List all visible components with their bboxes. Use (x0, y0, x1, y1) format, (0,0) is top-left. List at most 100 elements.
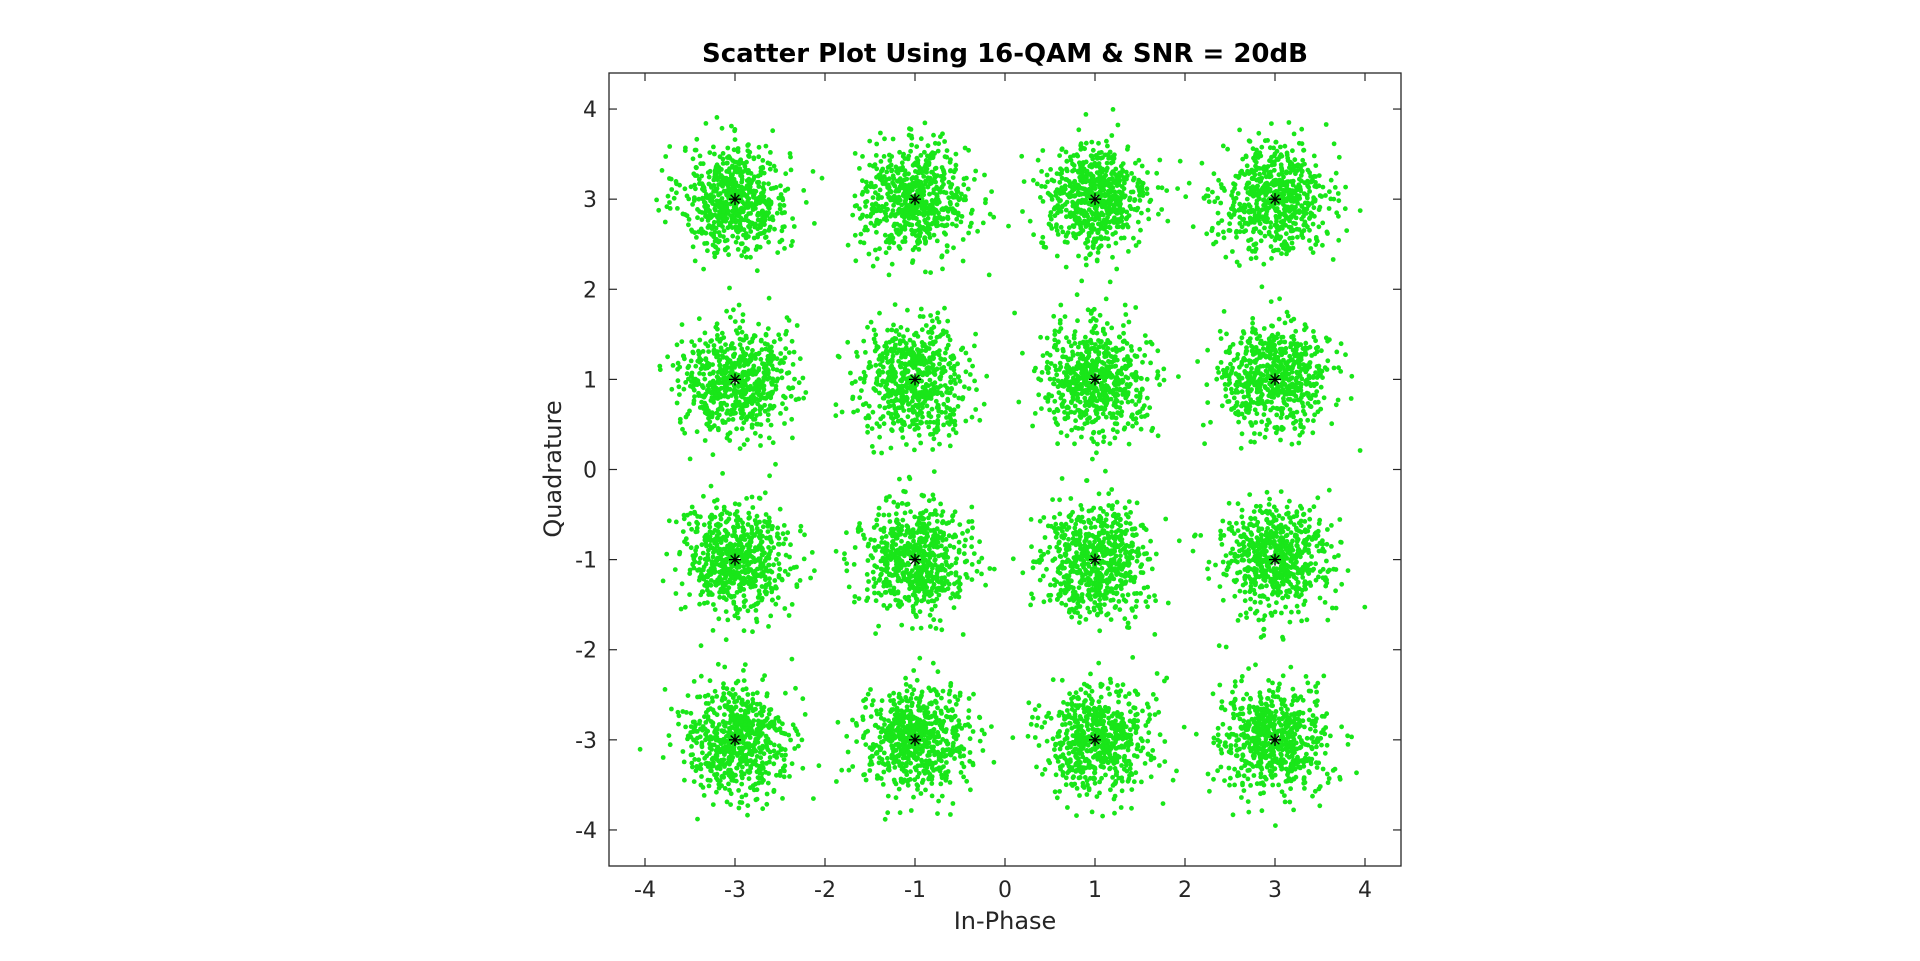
scatter-point (1075, 318, 1080, 324)
scatter-point (943, 190, 949, 196)
scatter-point (1264, 180, 1270, 186)
scatter-point (933, 385, 939, 390)
scatter-point (686, 217, 692, 222)
scatter-point (868, 319, 874, 325)
scatter-point (852, 232, 858, 238)
scatter-point (864, 199, 870, 204)
scatter-point (930, 318, 935, 324)
scatter-point (1039, 183, 1044, 189)
scatter-point (1220, 143, 1226, 149)
scatter-point (1060, 229, 1066, 235)
scatter-point (894, 230, 900, 235)
scatter-point (927, 191, 932, 197)
scatter-point (1199, 160, 1205, 166)
scatter-point (1103, 224, 1109, 230)
scatter-point (905, 327, 910, 333)
scatter-point (760, 185, 766, 191)
scatter-point (919, 187, 925, 193)
scatter-point (774, 356, 780, 362)
scatter-point (968, 210, 974, 216)
scatter-point (969, 414, 975, 420)
scatter-point (1269, 121, 1274, 126)
scatter-point (1114, 381, 1120, 387)
scatter-point (1114, 211, 1120, 216)
scatter-point (790, 435, 795, 441)
scatter-point (965, 186, 971, 192)
scatter-point (1098, 234, 1104, 240)
scatter-point (1335, 397, 1341, 403)
scatter-point (1044, 335, 1050, 341)
scatter-point (936, 199, 942, 205)
scatter-point (898, 209, 904, 215)
scatter-point (869, 426, 875, 431)
scatter-point (1107, 441, 1113, 446)
scatter-point (1091, 325, 1097, 331)
scatter-point (907, 189, 913, 195)
scatter-point (918, 306, 924, 312)
scatter-point (1290, 182, 1296, 188)
scatter-point (904, 185, 910, 191)
scatter-point (945, 216, 951, 222)
scatter-point (916, 219, 922, 225)
scatter-point (1321, 395, 1327, 401)
scatter-point (1333, 402, 1339, 408)
scatter-point (724, 402, 730, 408)
scatter-point (955, 361, 960, 367)
scatter-point (961, 182, 967, 188)
scatter-point (1069, 427, 1075, 433)
scatter-point (1113, 172, 1118, 178)
scatter-point (732, 187, 738, 193)
scatter-point (758, 231, 764, 236)
scatter-point (1078, 191, 1084, 197)
scatter-point (873, 362, 879, 368)
scatter-point (1280, 194, 1285, 200)
scatter-point (874, 229, 879, 235)
scatter-point (1314, 389, 1320, 394)
scatter-point (772, 226, 777, 232)
scatter-point (1115, 410, 1121, 415)
scatter-point (1272, 237, 1278, 243)
scatter-point (703, 212, 709, 218)
scatter-point (1159, 207, 1165, 212)
scatter-point (1241, 208, 1246, 214)
scatter-point (700, 363, 705, 368)
scatter-point (1090, 225, 1095, 231)
scatter-point (1108, 396, 1114, 402)
scatter-point (711, 177, 717, 183)
scatter-point (777, 206, 783, 212)
scatter-point (803, 390, 809, 395)
scatter-point (1042, 184, 1048, 190)
scatter-point (1264, 167, 1269, 173)
scatter-point (1101, 439, 1106, 445)
scatter-point (1125, 399, 1131, 405)
scatter-point (1110, 107, 1116, 112)
scatter-point (746, 142, 751, 148)
scatter-point (1066, 225, 1072, 231)
scatter-point (705, 207, 711, 212)
scatter-point (1104, 165, 1110, 171)
scatter-point (944, 329, 949, 335)
scatter-point (760, 158, 766, 163)
scatter-point (918, 419, 924, 425)
scatter-point (778, 183, 783, 189)
scatter-point (885, 191, 890, 197)
scatter-point (1304, 193, 1310, 199)
scatter-point (790, 239, 795, 244)
scatter-point (906, 153, 912, 159)
scatter-point (1117, 189, 1122, 195)
scatter-point (1047, 352, 1053, 358)
scatter-point (944, 389, 949, 395)
scatter-point (1072, 410, 1077, 415)
scatter-point (663, 154, 669, 159)
scatter-point (1089, 230, 1094, 235)
scatter-point (1253, 255, 1259, 261)
scatter-point (711, 219, 717, 225)
scatter-point (915, 347, 920, 352)
scatter-point (945, 396, 951, 402)
scatter-point (1299, 141, 1305, 147)
scatter-point (927, 377, 933, 383)
scatter-point (1300, 157, 1306, 163)
scatter-point (865, 227, 870, 233)
scatter-point (723, 375, 728, 381)
scatter-point (873, 153, 879, 158)
